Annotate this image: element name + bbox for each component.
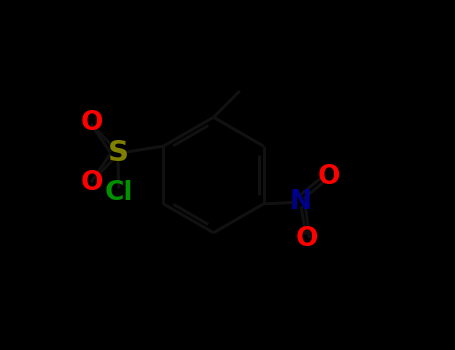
Text: Cl: Cl bbox=[105, 180, 133, 206]
Text: O: O bbox=[318, 164, 340, 190]
Text: O: O bbox=[81, 170, 103, 196]
Text: S: S bbox=[107, 139, 128, 167]
Text: N: N bbox=[289, 189, 311, 215]
Text: O: O bbox=[295, 226, 318, 252]
Text: O: O bbox=[81, 110, 103, 136]
